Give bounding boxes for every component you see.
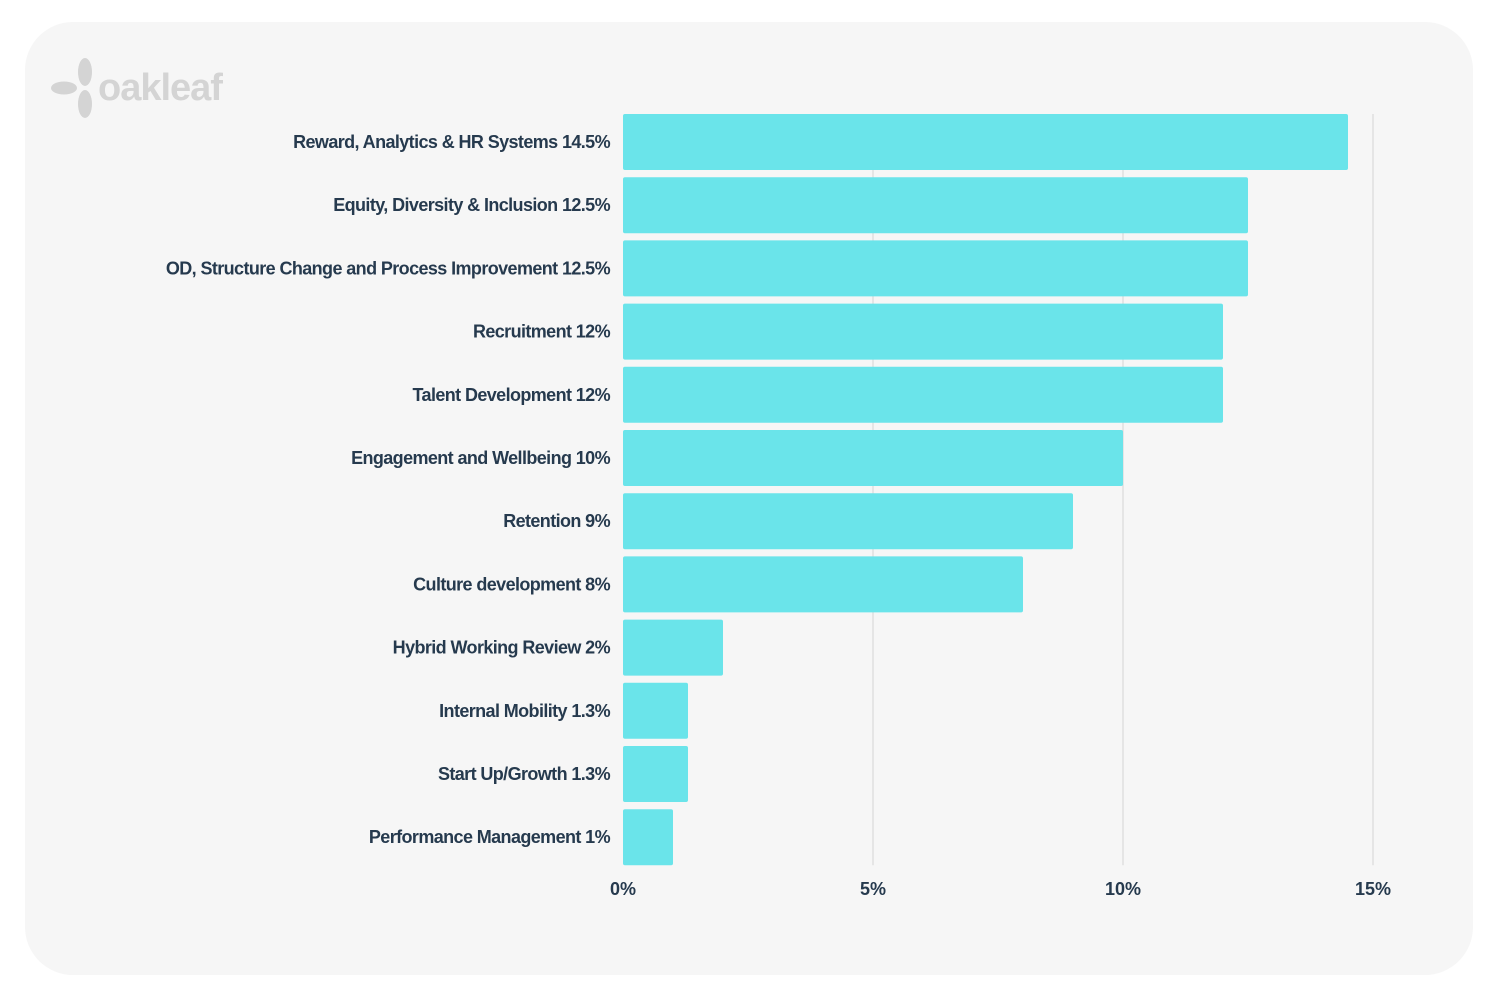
brand-name: oakleaf bbox=[98, 67, 223, 109]
category-label-8: Hybrid Working Review 2% bbox=[393, 638, 611, 658]
category-label-2: OD, Structure Change and Process Improve… bbox=[166, 258, 611, 278]
category-label-6: Retention 9% bbox=[503, 511, 610, 531]
bar-4 bbox=[623, 366, 1223, 423]
category-label-10: Start Up/Growth 1.3% bbox=[438, 764, 611, 784]
category-label-3: Recruitment 12% bbox=[473, 322, 611, 342]
bar-5 bbox=[623, 430, 1123, 486]
bar-8 bbox=[623, 619, 723, 676]
category-label-7: Culture development 8% bbox=[413, 574, 610, 594]
x-tick-label-10: 10% bbox=[1105, 879, 1141, 899]
bar-7 bbox=[623, 556, 1023, 613]
category-label-1: Equity, Diversity & Inclusion 12.5% bbox=[333, 195, 610, 215]
bar-11 bbox=[623, 809, 673, 866]
category-label-0: Reward, Analytics & HR Systems 14.5% bbox=[293, 132, 610, 152]
category-label-11: Performance Management 1% bbox=[369, 827, 611, 847]
x-tick-label-0: 0% bbox=[610, 879, 636, 899]
bar-3 bbox=[623, 303, 1223, 360]
brand-logo: oakleaf bbox=[50, 58, 223, 118]
x-tick-label-15: 15% bbox=[1355, 879, 1391, 899]
bar-6 bbox=[623, 493, 1073, 550]
x-tick-label-5: 5% bbox=[860, 879, 886, 899]
bar-2 bbox=[623, 240, 1248, 297]
category-label-9: Internal Mobility 1.3% bbox=[439, 701, 610, 721]
bar-9 bbox=[623, 682, 688, 739]
bar-1 bbox=[623, 177, 1248, 234]
category-label-4: Talent Development 12% bbox=[412, 385, 610, 405]
bar-10 bbox=[623, 746, 688, 802]
bar-0 bbox=[623, 114, 1348, 170]
leaf-icon bbox=[50, 58, 96, 118]
category-label-5: Engagement and Wellbeing 10% bbox=[351, 448, 611, 468]
